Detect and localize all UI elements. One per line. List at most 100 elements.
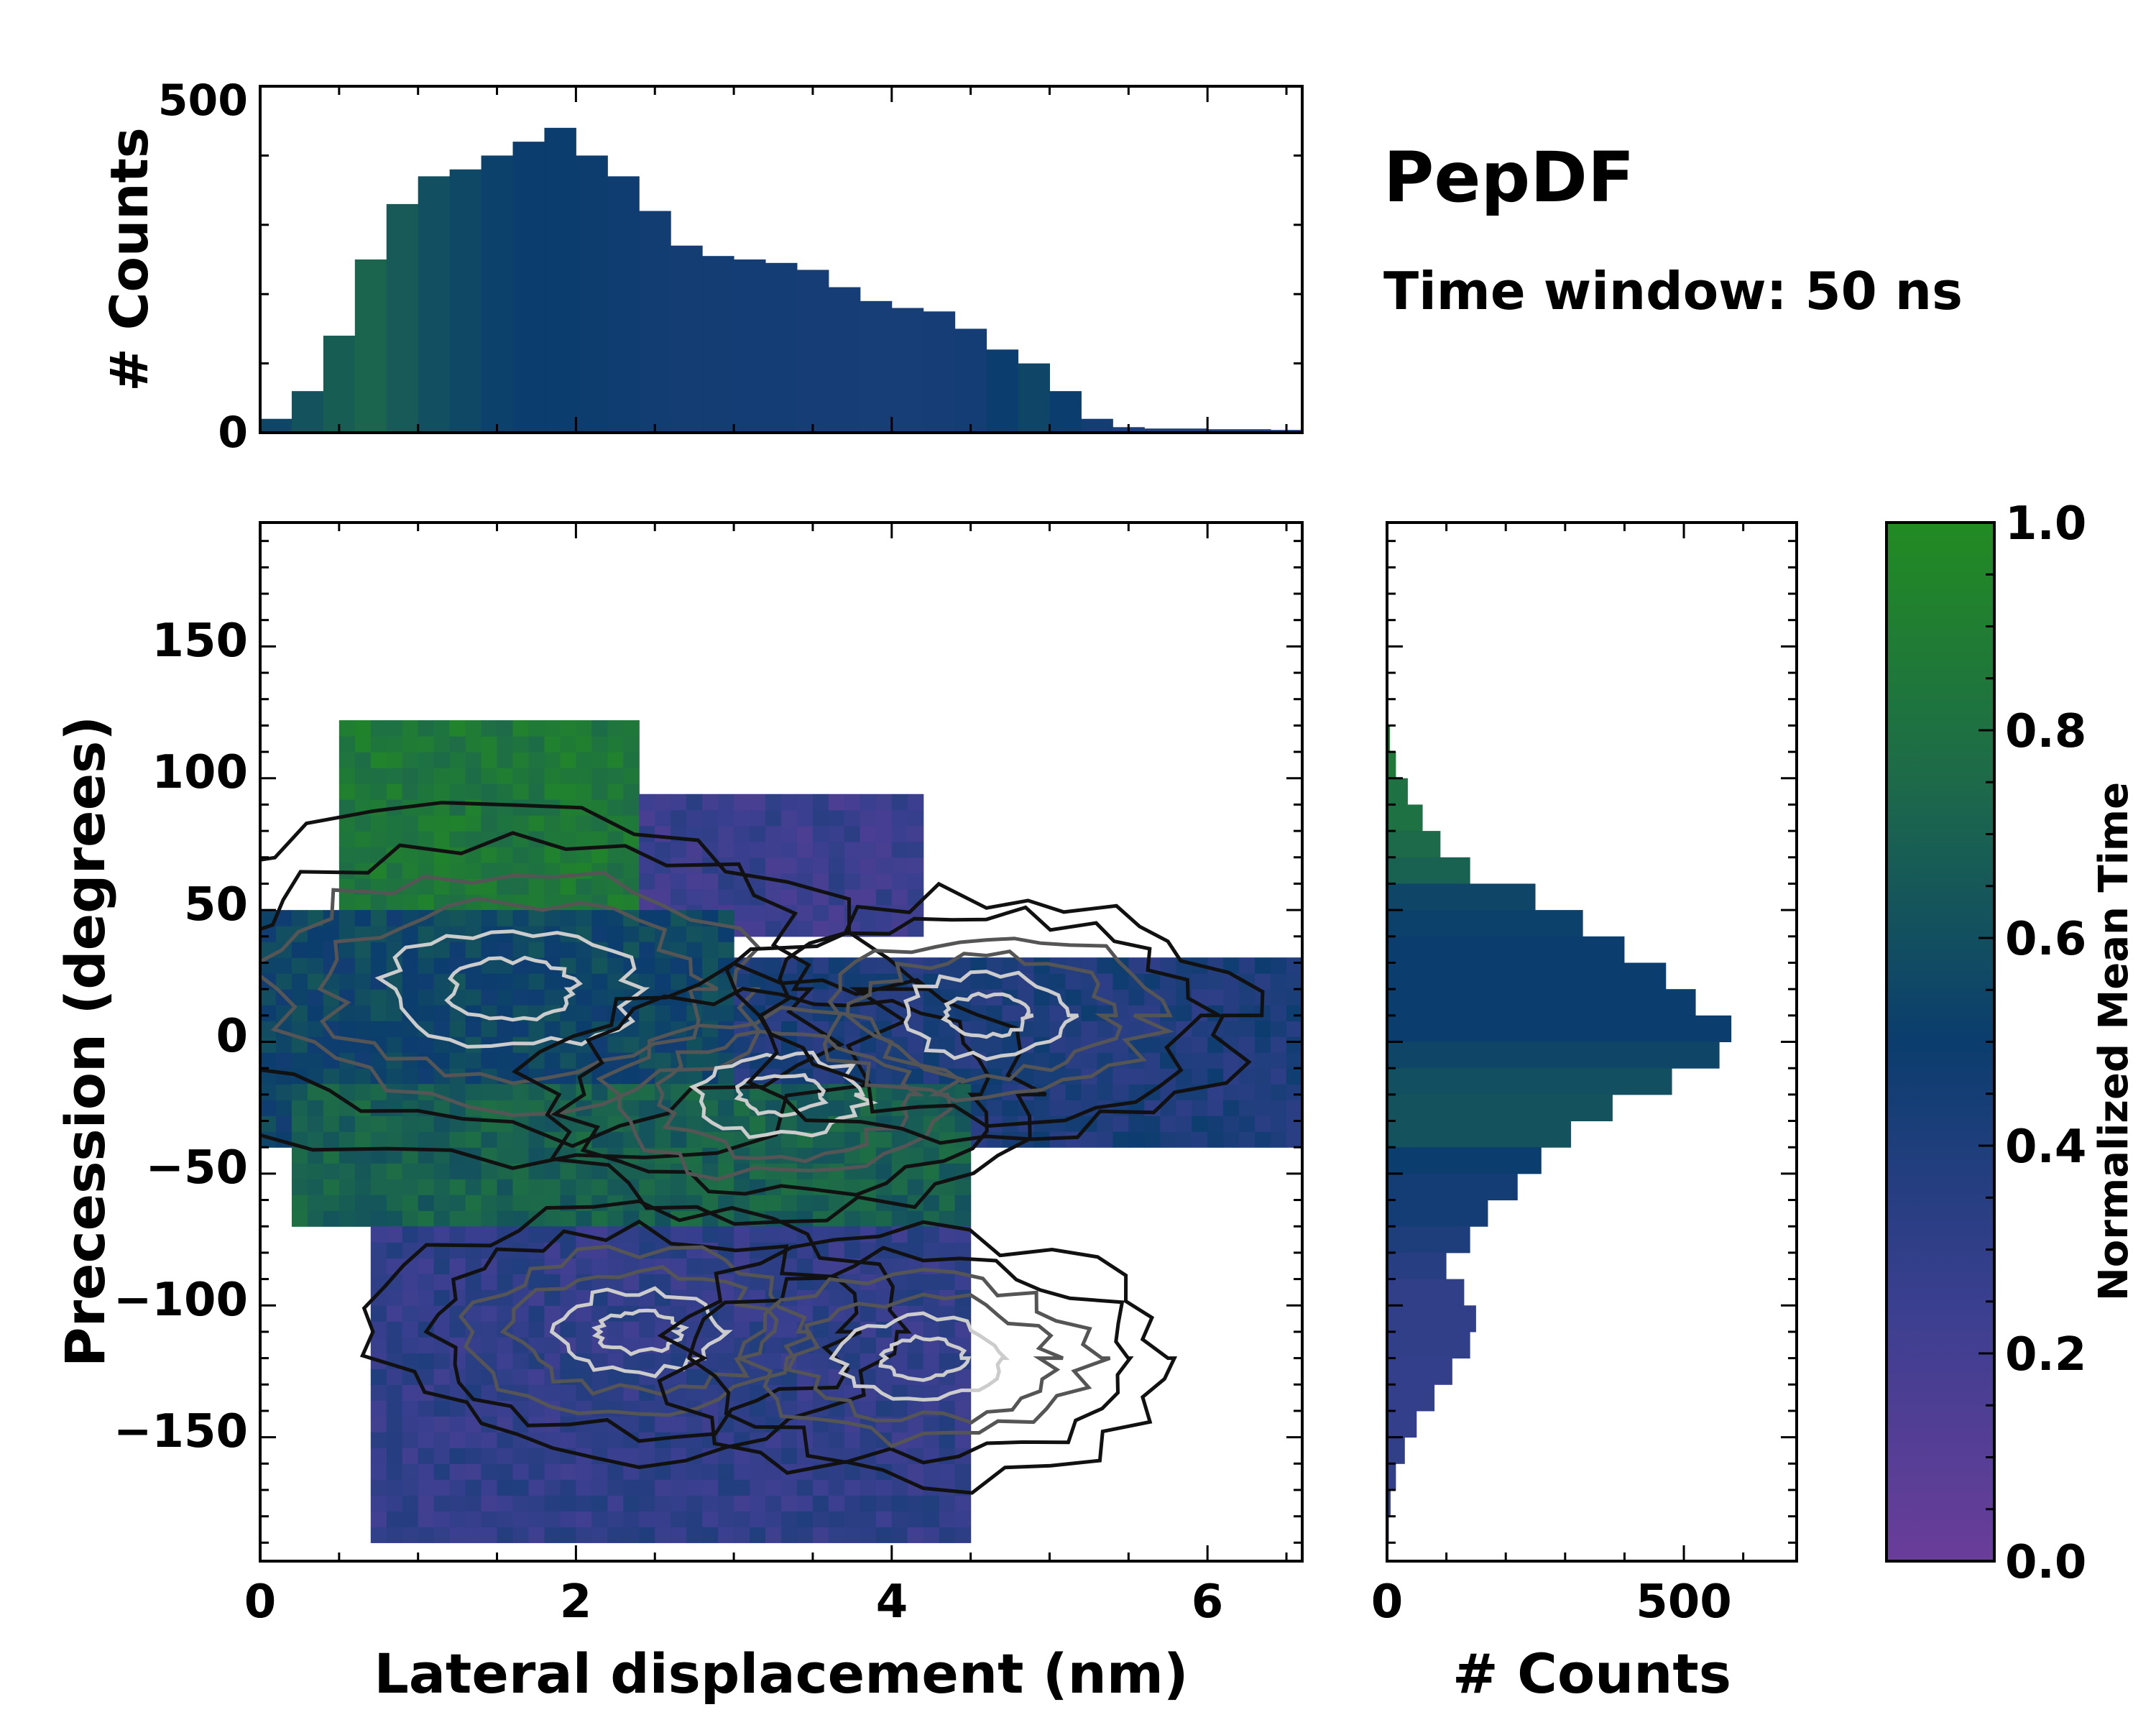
heatmap-cell	[655, 1226, 671, 1243]
heatmap-cell	[607, 910, 624, 926]
heatmap-cell	[734, 825, 750, 842]
heatmap-cell	[370, 815, 387, 832]
heatmap-cell	[939, 1021, 956, 1037]
heatmap-cell	[1239, 1100, 1256, 1116]
heatmap-cell	[418, 1416, 435, 1432]
heatmap-cell	[607, 720, 624, 737]
heatmap-cell	[418, 1036, 435, 1053]
contour-line	[903, 970, 1079, 1062]
heatmap-cell	[512, 1527, 530, 1543]
heatmap-cell	[338, 957, 356, 974]
heatmap-cell	[1081, 1131, 1097, 1148]
heatmap-cell	[734, 1321, 750, 1338]
heatmap-cell	[338, 752, 356, 768]
heatmap-cell	[796, 809, 814, 827]
ytick-label-100: 100	[152, 746, 248, 799]
heatmap-cell	[323, 1195, 340, 1211]
heatmap-cell	[402, 1210, 419, 1227]
heatmap-cell	[1223, 1116, 1240, 1132]
heatmap-cell	[544, 973, 561, 990]
heatmap-cell	[260, 1052, 277, 1069]
right-histogram-bar	[1387, 1489, 1391, 1517]
heatmap-cell	[338, 910, 356, 926]
heatmap-cell	[544, 1289, 561, 1306]
heatmap-cell	[354, 1116, 372, 1132]
heatmap-cell	[512, 942, 530, 958]
heatmap-cell	[954, 1084, 972, 1100]
heatmap-cell	[1286, 1036, 1302, 1053]
heatmap-cell	[418, 1511, 435, 1527]
colorbar-tick-label-0.2: 0.2	[2005, 1328, 2086, 1381]
ytick-label-150: 150	[152, 615, 248, 668]
heatmap-cell	[860, 888, 877, 906]
heatmap-cell	[418, 1400, 435, 1417]
heatmap-cell	[512, 1289, 530, 1306]
heatmap-cell	[623, 1274, 640, 1290]
heatmap-cell	[418, 1163, 435, 1179]
heatmap-cell	[765, 1416, 782, 1432]
heatmap-cell	[1192, 1036, 1208, 1053]
heatmap-cell	[497, 1527, 514, 1543]
heatmap-cell	[1144, 1116, 1161, 1132]
heatmap-cell	[481, 1179, 498, 1195]
heatmap-cell	[655, 1416, 671, 1432]
heatmap-cell	[875, 1495, 893, 1512]
heatmap-cell	[465, 783, 482, 800]
heatmap-cell	[354, 1163, 372, 1179]
heatmap-cell	[750, 904, 766, 921]
heatmap-cell	[512, 910, 530, 926]
heatmap-cell	[418, 1131, 435, 1148]
heatmap-cell	[923, 1463, 940, 1480]
heatmap-cell	[671, 1005, 687, 1021]
heatmap-cell	[1176, 1100, 1192, 1116]
heatmap-cell	[402, 1195, 419, 1211]
heatmap-cell	[1255, 1116, 1271, 1132]
heatmap-cell	[354, 894, 372, 911]
heatmap-cell	[497, 768, 514, 784]
heatmap-cell	[465, 1495, 482, 1512]
heatmap-cell	[370, 1226, 387, 1243]
heatmap-cell	[1207, 1116, 1224, 1132]
heatmap-cell	[260, 1021, 277, 1037]
heatmap-cell	[812, 989, 829, 1006]
heatmap-cell	[812, 1068, 829, 1085]
heatmap-cell	[812, 920, 829, 937]
heatmap-cell	[828, 1511, 845, 1527]
heatmap-cell	[828, 825, 845, 842]
joint-xtick-labels: 0 2 4 6	[244, 1576, 1224, 1629]
heatmap-cell	[844, 1495, 861, 1512]
heatmap-cell	[497, 736, 514, 753]
colorbar-tick-label-0.4: 0.4	[2005, 1121, 2086, 1174]
heatmap-cell	[418, 752, 435, 768]
heatmap-cells	[260, 720, 1302, 1543]
heatmap-cell	[718, 1416, 734, 1432]
heatmap-cell	[718, 1495, 734, 1512]
heatmap-cell	[655, 910, 671, 926]
heatmap-cell	[1192, 1052, 1208, 1069]
heatmap-cell	[481, 736, 498, 753]
heatmap-cell	[860, 1432, 877, 1448]
heatmap-cell	[639, 1084, 655, 1100]
heatmap-cell	[591, 1432, 608, 1448]
heatmap-cell	[1207, 1131, 1224, 1148]
right-histogram-bars	[1387, 725, 1732, 1543]
heatmap-cell	[402, 1068, 419, 1085]
heatmap-cell	[433, 1448, 451, 1464]
contour-line	[260, 831, 845, 1149]
heatmap-cell	[655, 973, 671, 990]
heatmap-cell	[1192, 1116, 1208, 1132]
heatmap-cell	[528, 1147, 545, 1164]
heatmap-cell	[686, 1131, 703, 1148]
right-histogram-bar	[1387, 1331, 1470, 1359]
heatmap-cell	[702, 1511, 719, 1527]
heatmap-cell	[370, 1036, 387, 1053]
heatmap-cell	[528, 1400, 545, 1417]
heatmap-cell	[402, 1289, 419, 1306]
colorbar-ticks	[1978, 521, 1994, 1563]
heatmap-cell	[1207, 989, 1224, 1006]
right-xtick-label-500: 500	[1636, 1576, 1732, 1629]
heatmap-cell	[323, 1036, 340, 1053]
heatmap-cell	[338, 1210, 356, 1227]
heatmap-cell	[386, 1147, 403, 1164]
heatmap-cell	[1018, 1052, 1035, 1069]
